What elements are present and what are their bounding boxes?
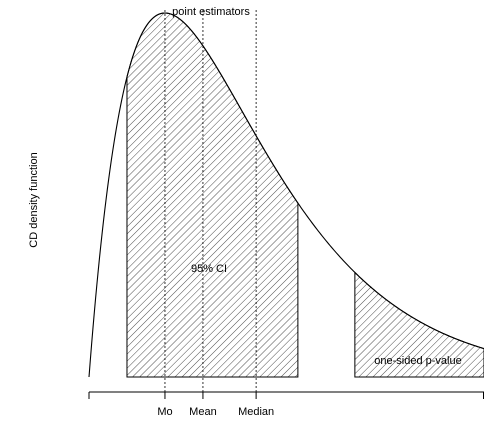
ci-label: 95% CI — [191, 263, 227, 275]
pvalue-label: one-sided p-value — [374, 355, 461, 367]
x-axis-ticks: Mo Mean Median — [88, 392, 484, 418]
point-estimators-label: point estimators — [172, 6, 250, 18]
y-axis-label: CD density function — [28, 152, 40, 247]
shaded-regions — [126, 12, 484, 378]
tick-median-label: Median — [238, 406, 274, 418]
ci-region — [126, 12, 299, 378]
density-curve — [88, 12, 484, 378]
tick-mean-label: Mean — [189, 406, 217, 418]
tick-mo-label: Mo — [157, 406, 172, 418]
